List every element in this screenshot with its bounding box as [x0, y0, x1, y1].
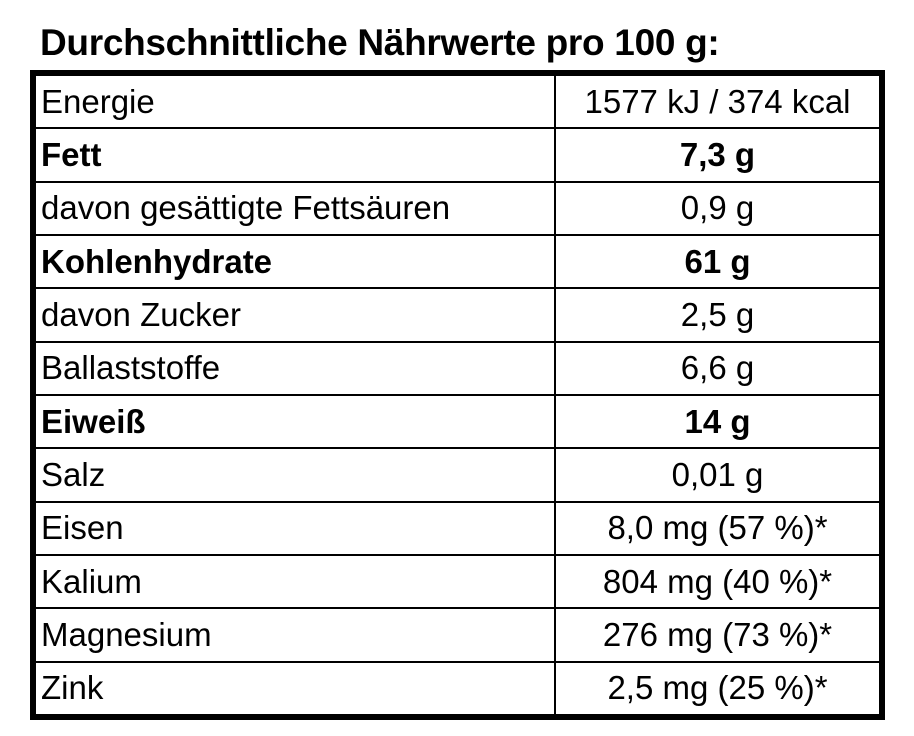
- table-row: Energie 1577 kJ / 374 kcal: [36, 76, 879, 130]
- nutrient-label: Kalium: [36, 553, 556, 610]
- nutrient-value: 0,01 g: [554, 447, 879, 503]
- nutrient-value: 2,5 mg (25 %)*: [554, 660, 879, 714]
- table-row: Kohlenhydrate 61 g: [36, 233, 879, 290]
- nutrient-value: 14 g: [554, 393, 879, 450]
- nutrient-value: 276 mg (73 %)*: [554, 607, 879, 663]
- nutrient-label: Fett: [36, 127, 556, 183]
- page-title: Durchschnittliche Nährwerte pro 100 g:: [40, 22, 720, 63]
- nutrient-value: 804 mg (40 %)*: [554, 553, 879, 610]
- table-row: davon Zucker 2,5 g: [36, 287, 879, 343]
- nutrient-value: 7,3 g: [554, 127, 879, 183]
- nutrient-value: 0,9 g: [554, 180, 879, 236]
- nutrient-value: 1577 kJ / 374 kcal: [554, 76, 879, 130]
- nutrient-value: 8,0 mg (57 %)*: [554, 500, 879, 556]
- table-row: Zink 2,5 mg (25 %)*: [36, 660, 879, 714]
- table-row: davon gesättigte Fettsäuren 0,9 g: [36, 180, 879, 236]
- nutrient-label: Eiweiß: [36, 393, 556, 450]
- nutrient-value: 6,6 g: [554, 340, 879, 396]
- nutrition-table: Energie 1577 kJ / 374 kcal Fett 7,3 g da…: [30, 70, 885, 720]
- nutrient-value: 2,5 g: [554, 287, 879, 343]
- nutrient-value: 61 g: [554, 233, 879, 290]
- nutrient-label: davon Zucker: [36, 287, 556, 343]
- table-row: Ballaststoffe 6,6 g: [36, 340, 879, 396]
- table-row: Salz 0,01 g: [36, 447, 879, 503]
- nutrient-label: Kohlenhydrate: [36, 233, 556, 290]
- nutrient-label: Energie: [36, 76, 556, 130]
- nutrient-label: Magnesium: [36, 607, 556, 663]
- nutrient-label: Salz: [36, 447, 556, 503]
- nutrition-table-grid: Energie 1577 kJ / 374 kcal Fett 7,3 g da…: [36, 76, 879, 714]
- nutrient-label: davon gesättigte Fettsäuren: [36, 180, 556, 236]
- nutrient-label: Eisen: [36, 500, 556, 556]
- table-row: Fett 7,3 g: [36, 127, 879, 183]
- table-row: Eiweiß 14 g: [36, 393, 879, 450]
- table-row: Kalium 804 mg (40 %)*: [36, 553, 879, 610]
- nutrient-label: Ballaststoffe: [36, 340, 556, 396]
- nutrient-label: Zink: [36, 660, 556, 714]
- table-row: Magnesium 276 mg (73 %)*: [36, 607, 879, 663]
- table-row: Eisen 8,0 mg (57 %)*: [36, 500, 879, 556]
